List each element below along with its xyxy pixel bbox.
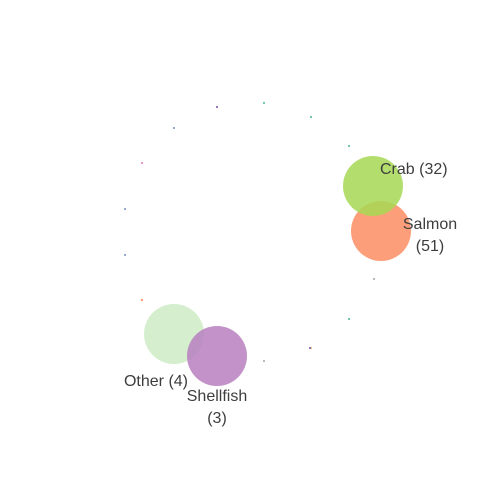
minor-point (308, 346, 312, 350)
bubble-label-shellfish: Shellfish (3) (187, 388, 247, 427)
bubble-label-crab: Crab (32) (380, 161, 448, 178)
minor-point (262, 359, 266, 363)
label-layer: Crab (32) Salmon (51) Other (4)Shellfish (3) (124, 161, 457, 427)
bubble-label-line: Shellfish (187, 388, 247, 405)
bubble-layer (144, 156, 411, 386)
minor-point (140, 161, 144, 165)
bubble-label-line: Crab (32) (380, 161, 448, 178)
minor-point (262, 101, 266, 105)
bubble-salmon (351, 201, 411, 261)
bubble-label-line: (51) (416, 238, 444, 255)
minor-point (172, 126, 176, 130)
minor-point (215, 105, 219, 109)
minor-point (347, 317, 351, 321)
minor-point (123, 207, 127, 211)
bubble-label-salmon: Salmon (51) (403, 216, 457, 255)
bubble-crab (343, 156, 403, 216)
minor-point (140, 298, 144, 302)
bubble-label-line: Other (4) (124, 373, 188, 390)
minor-point (347, 144, 351, 148)
minor-point (123, 253, 127, 257)
minor-point (309, 115, 313, 119)
bubble-shellfish (187, 326, 247, 386)
bubble-label-line: (3) (207, 410, 227, 427)
minor-point (372, 277, 376, 281)
minor-point-layer (123, 101, 376, 363)
bubble-label-other: Other (4) (124, 373, 188, 390)
bubble-label-line: Salmon (403, 216, 457, 233)
